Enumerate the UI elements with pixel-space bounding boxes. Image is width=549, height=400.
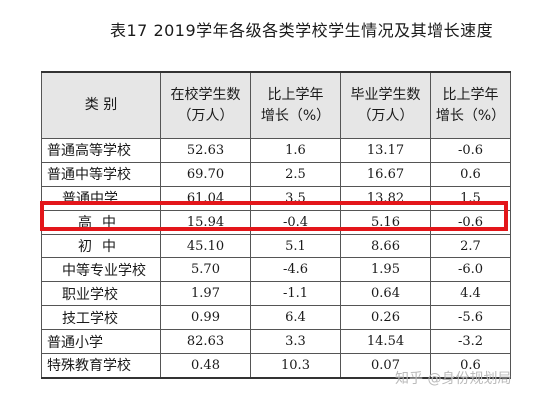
row-category: 职业学校 [41,281,161,307]
cell-graduates-growth: -3.2 [430,329,511,355]
cell-enrolled: 0.48 [160,353,251,379]
cell-graduates: 0.26 [340,305,431,331]
cell-enrolled-growth: -4.6 [250,257,341,283]
watermark: 知乎 @身份规划局 [395,371,512,387]
cell-graduates: 0.64 [340,281,431,307]
cell-enrolled: 69.70 [160,161,251,187]
highlight-box [40,201,508,231]
cell-enrolled-growth: 5.1 [250,233,341,259]
cell-enrolled-growth: -1.1 [250,281,341,307]
cell-enrolled-growth: 3.5 [250,185,341,211]
cell-enrolled-growth: 3.3 [250,329,341,355]
cell-enrolled-growth: 1.6 [250,138,341,163]
header-enrolled: 在校学生数 （万人） [160,71,251,139]
row-category: 普通小学 [41,329,161,355]
row-category: 技工学校 [41,305,161,331]
header-graduates-growth: 比上学年 增长（%） [430,71,511,139]
cell-enrolled: 52.63 [160,138,251,163]
cell-graduates: 1.95 [340,257,431,283]
row-category: 普通高等学校 [41,138,161,163]
cell-enrolled: 0.99 [160,305,251,331]
table-title: 表17 2019学年各级各类学校学生情况及其增长速度 [110,21,494,40]
header-row: 类 别 在校学生数 （万人） 比上学年 增长（%） 毕业学生数 （万人） 比上学年 增长… [41,71,511,139]
header-category: 类 别 [41,71,161,139]
cell-enrolled-growth: 6.4 [250,305,341,331]
cell-graduates-growth: 0.6 [430,161,511,187]
row-category: 中等专业学校 [41,257,161,283]
cell-enrolled: 1.97 [160,281,251,307]
cell-enrolled-growth: 10.3 [250,353,341,379]
cell-graduates-growth: -6.0 [430,257,511,283]
student-stats-table: 类 别 在校学生数 （万人） 比上学年 增长（%） 毕业学生数 （万人） 比上学年 增长… [41,71,511,379]
cell-graduates-growth: -5.6 [430,305,511,331]
table-row: 普通小学 82.63 3.3 14.54 -3.2 [41,329,511,355]
table-row: 技工学校 0.99 6.4 0.26 -5.6 [41,305,511,331]
table-row: 特殊教育学校 0.48 10.3 0.07 0.6 [41,353,511,379]
table-row: 普通中学 61.04 3.5 13.82 1.5 [41,185,511,211]
row-category: 初中 [41,233,161,259]
table-row: 职业学校 1.97 -1.1 0.64 4.4 [41,281,511,307]
cell-graduates: 13.17 [340,138,431,163]
table-row: 初中 45.10 5.1 8.66 2.7 [41,233,511,259]
cell-graduates-growth: 2.7 [430,233,511,259]
cell-graduates: 14.54 [340,329,431,355]
header-graduates: 毕业学生数 （万人） [340,71,431,139]
table-row: 普通高等学校 52.63 1.6 13.17 -0.6 [41,138,511,163]
cell-graduates-growth: 0.6 [430,353,511,379]
table-row: 中等专业学校 5.70 -4.6 1.95 -6.0 [41,257,511,283]
header-enrolled-growth: 比上学年 增长（%） [250,71,341,139]
cell-graduates-growth: -0.6 [430,138,511,163]
cell-graduates: 0.07 [340,353,431,379]
table-row: 普通中等学校 69.70 2.5 16.67 0.6 [41,161,511,187]
cell-enrolled-growth: 2.5 [250,161,341,187]
cell-graduates-growth: 4.4 [430,281,511,307]
cell-graduates: 16.67 [340,161,431,187]
cell-enrolled: 45.10 [160,233,251,259]
cell-enrolled: 82.63 [160,329,251,355]
row-category: 普通中等学校 [41,161,161,187]
cell-graduates: 8.66 [340,233,431,259]
cell-enrolled: 5.70 [160,257,251,283]
row-category: 特殊教育学校 [41,353,161,379]
